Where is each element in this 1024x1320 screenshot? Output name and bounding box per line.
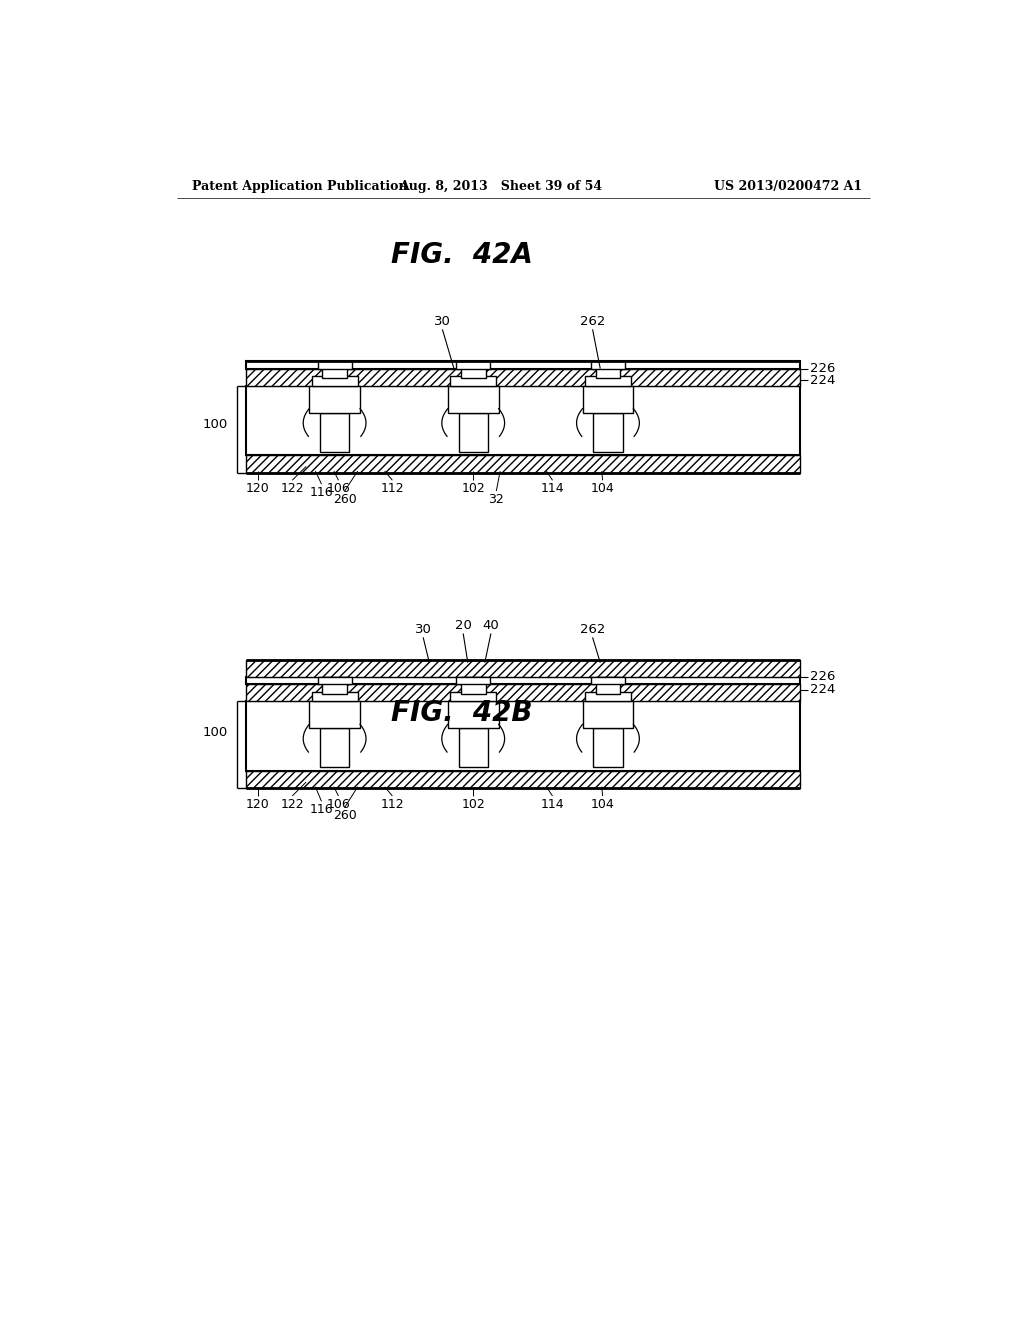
Text: 30: 30	[434, 314, 451, 327]
Bar	[319, 729, 349, 767]
Bar	[585, 376, 631, 385]
Bar	[457, 360, 490, 368]
Bar	[323, 360, 347, 378]
Text: 106: 106	[327, 482, 350, 495]
Bar	[309, 385, 360, 412]
Text: 116: 116	[309, 803, 334, 816]
Bar	[246, 455, 801, 473]
Bar	[246, 368, 801, 385]
Text: FIG.  42B: FIG. 42B	[391, 698, 532, 727]
Text: 262: 262	[580, 314, 605, 327]
Bar	[317, 677, 351, 684]
Text: 114: 114	[541, 482, 564, 495]
Bar	[309, 701, 360, 729]
Text: 224: 224	[810, 374, 836, 387]
Bar	[591, 677, 625, 684]
Bar	[246, 360, 801, 368]
Bar	[593, 413, 623, 451]
Text: 120: 120	[246, 482, 269, 495]
Text: 112: 112	[381, 797, 404, 810]
Text: 104: 104	[591, 482, 614, 495]
Text: 260: 260	[333, 809, 356, 822]
Bar	[323, 677, 347, 693]
Bar	[246, 385, 801, 455]
Bar	[585, 692, 631, 701]
Text: 114: 114	[541, 797, 564, 810]
Bar	[461, 677, 485, 693]
Bar	[593, 729, 623, 767]
Text: 100: 100	[203, 417, 227, 430]
Bar	[459, 413, 487, 451]
Text: Aug. 8, 2013   Sheet 39 of 54: Aug. 8, 2013 Sheet 39 of 54	[398, 181, 602, 194]
Text: 102: 102	[462, 797, 485, 810]
Text: 100: 100	[203, 726, 227, 739]
Bar	[246, 660, 801, 677]
Bar	[583, 385, 634, 412]
Bar	[596, 677, 621, 693]
Text: 226: 226	[810, 362, 836, 375]
Text: 260: 260	[333, 492, 356, 506]
Bar	[246, 677, 801, 684]
Text: 40: 40	[482, 619, 500, 632]
Text: 122: 122	[281, 482, 304, 495]
Text: FIG.  42A: FIG. 42A	[391, 240, 532, 269]
Bar	[451, 376, 497, 385]
Bar	[447, 701, 499, 729]
Text: 226: 226	[810, 671, 836, 684]
Text: 262: 262	[580, 623, 605, 636]
Bar	[457, 677, 490, 684]
Text: 120: 120	[246, 797, 269, 810]
Text: 102: 102	[462, 482, 485, 495]
Text: US 2013/0200472 A1: US 2013/0200472 A1	[714, 181, 862, 194]
Text: 32: 32	[488, 492, 504, 506]
Bar	[447, 385, 499, 412]
Text: 116: 116	[309, 486, 334, 499]
Bar	[596, 360, 621, 378]
Bar	[246, 701, 801, 771]
Bar	[583, 701, 634, 729]
Text: 104: 104	[591, 797, 614, 810]
Text: 122: 122	[281, 797, 304, 810]
Bar	[246, 684, 801, 701]
Text: 106: 106	[327, 797, 350, 810]
Bar	[461, 360, 485, 378]
Bar	[451, 692, 497, 701]
Bar	[317, 360, 351, 368]
Bar	[246, 771, 801, 788]
Bar	[319, 413, 349, 451]
Text: 30: 30	[415, 623, 431, 636]
Bar	[311, 376, 357, 385]
Bar	[591, 360, 625, 368]
Bar	[311, 692, 357, 701]
Bar	[459, 729, 487, 767]
Text: 224: 224	[810, 684, 836, 696]
Text: Patent Application Publication: Patent Application Publication	[193, 181, 408, 194]
Text: 20: 20	[455, 619, 472, 632]
Text: 112: 112	[381, 482, 404, 495]
